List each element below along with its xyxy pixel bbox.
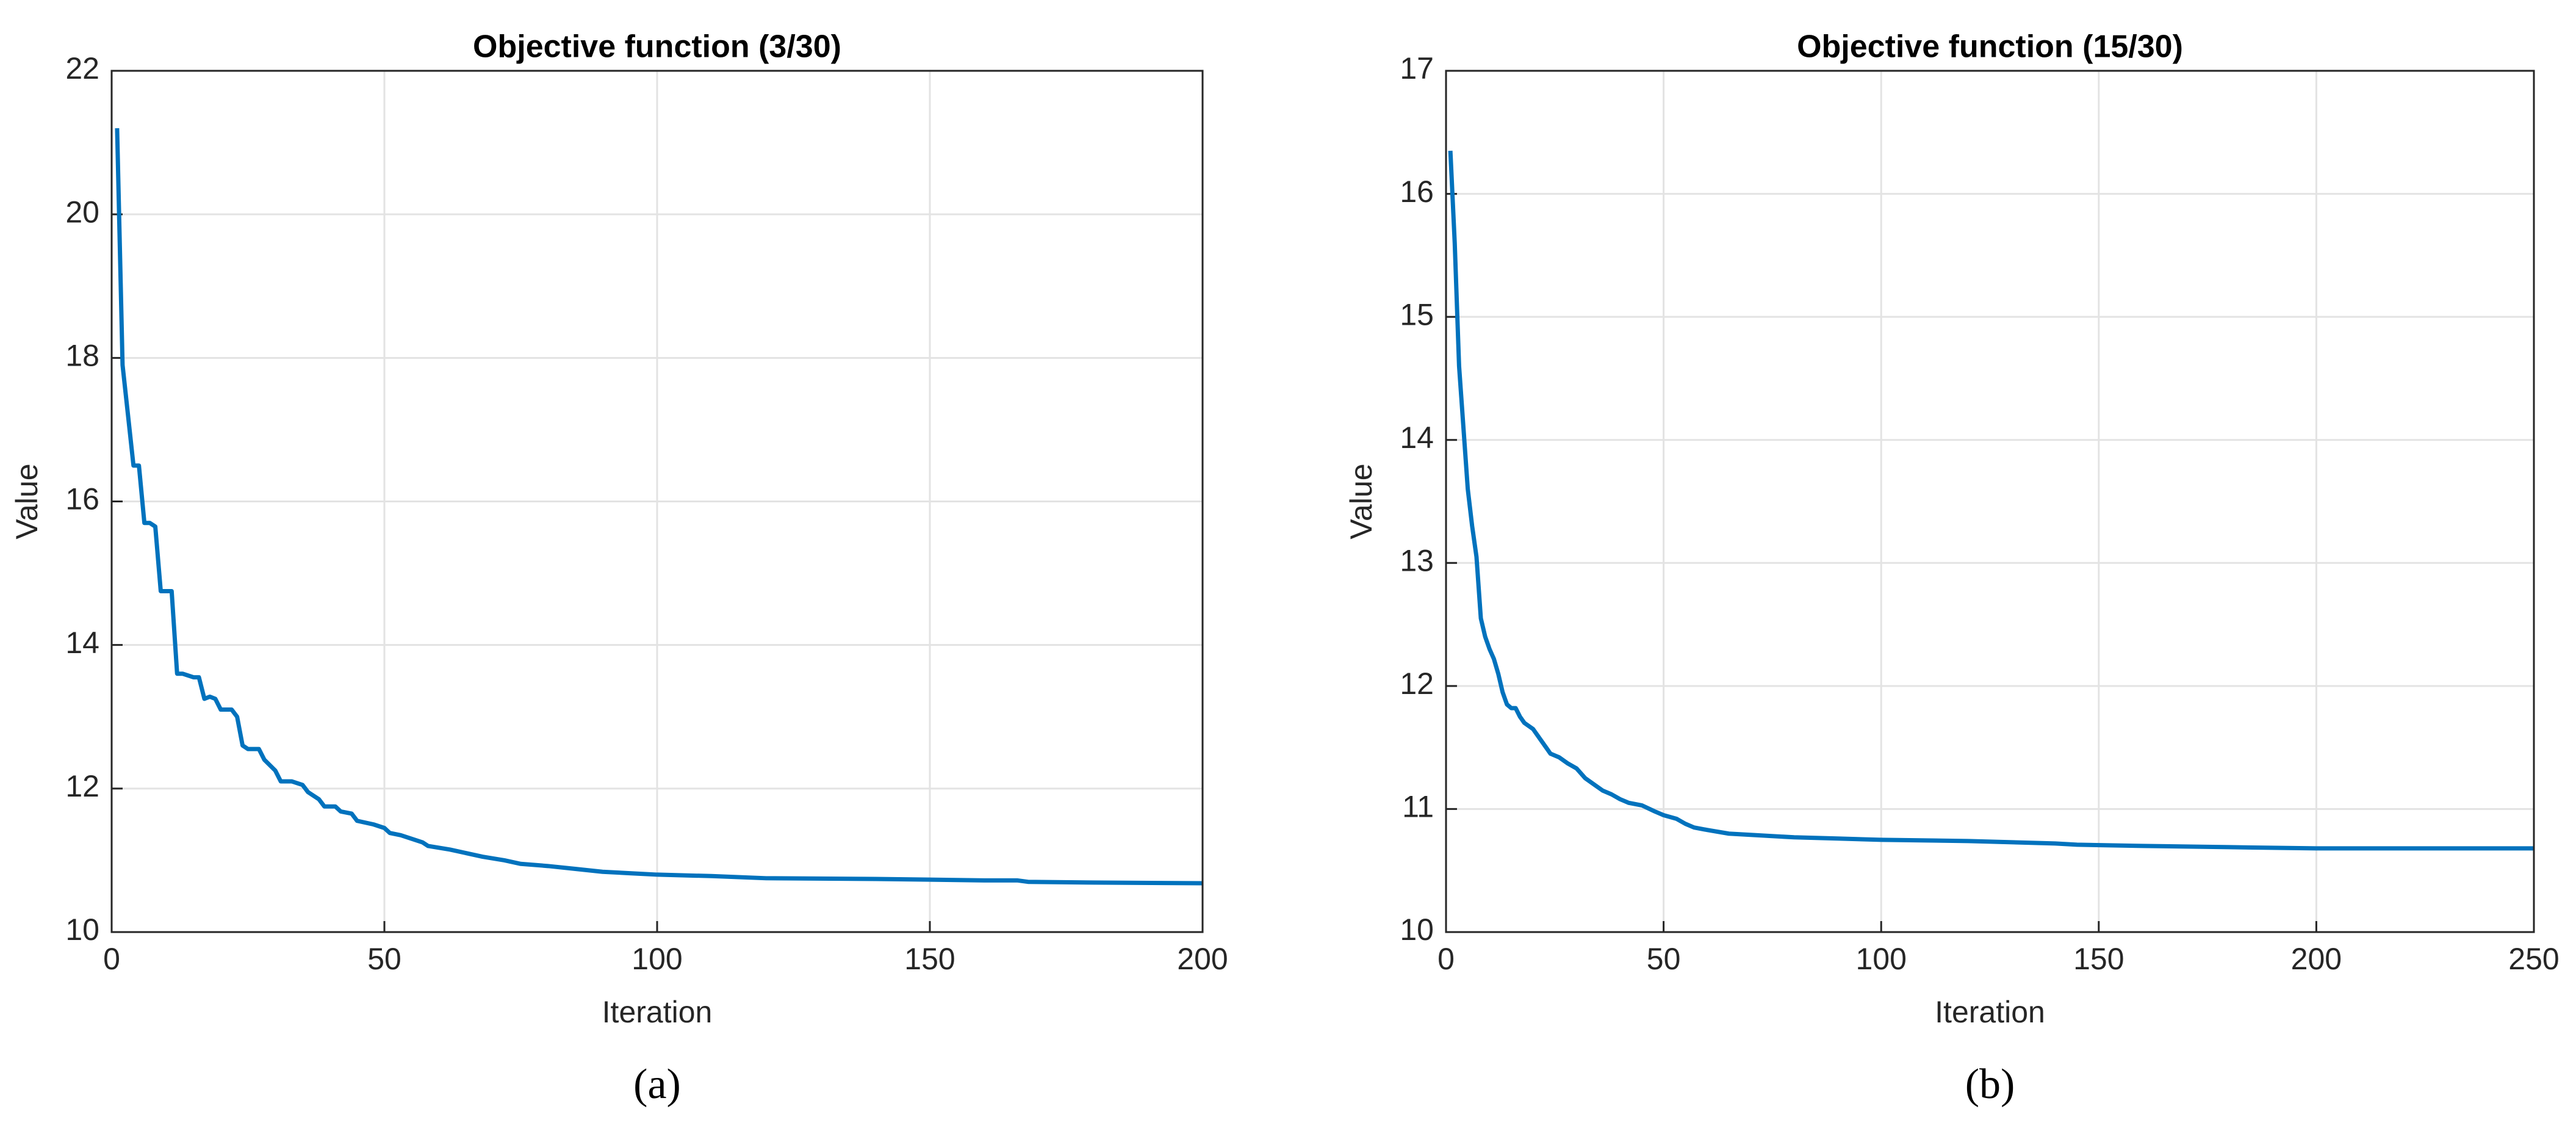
y-tick-label: 10 — [1400, 913, 1434, 947]
y-tick-label: 16 — [65, 482, 99, 516]
y-tick-label: 15 — [1400, 297, 1434, 331]
x-tick-label: 0 — [103, 942, 120, 976]
y-tick-label: 20 — [65, 195, 99, 229]
x-axis-label: Iteration — [1935, 995, 2045, 1029]
x-tick-label: 200 — [1177, 942, 1228, 976]
y-tick-label: 22 — [65, 51, 99, 85]
y-tick-label: 17 — [1400, 51, 1434, 85]
x-tick-label: 100 — [631, 942, 682, 976]
y-axis-label: Value — [1344, 463, 1378, 539]
x-axis-label: Iteration — [602, 995, 713, 1029]
x-tick-label: 50 — [367, 942, 401, 976]
y-tick-label: 16 — [1400, 175, 1434, 209]
axes-box — [110, 70, 1204, 933]
y-tick-label: 13 — [1400, 543, 1434, 577]
x-tick-label: 50 — [1647, 942, 1681, 976]
y-tick-label: 12 — [65, 769, 99, 803]
data-line — [1448, 150, 2534, 851]
y-tick-label: 10 — [65, 913, 99, 947]
y-tick-label: 14 — [1400, 421, 1434, 455]
x-tick-label: 250 — [2508, 942, 2559, 976]
y-tick-label: 14 — [65, 626, 99, 660]
x-tick-label: 100 — [1855, 942, 1906, 976]
data-line — [115, 128, 1203, 886]
x-tick-label: 150 — [2073, 942, 2124, 976]
x-tick-label: 150 — [904, 942, 955, 976]
y-tick-label: 11 — [1402, 790, 1434, 824]
x-tick-label: 200 — [2291, 942, 2342, 976]
y-tick-label: 18 — [65, 339, 99, 373]
axes-box — [1445, 70, 2535, 933]
chart-title: Objective function (3/30) — [473, 29, 841, 65]
y-axis-label: Value — [10, 463, 44, 539]
y-tick-label: 12 — [1400, 667, 1434, 701]
x-tick-label: 0 — [1437, 942, 1455, 976]
plot-area — [1446, 71, 2534, 932]
caption: (a) — [633, 1061, 681, 1108]
caption: (b) — [1965, 1061, 2015, 1108]
chart-title: Objective function (15/30) — [1797, 29, 2183, 65]
